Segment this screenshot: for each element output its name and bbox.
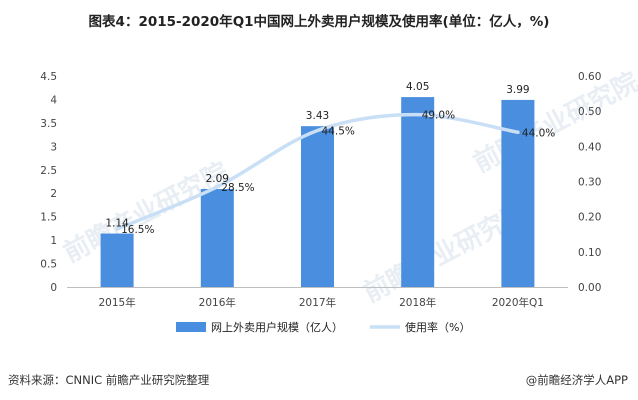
y-left-tick-7: 3.5: [40, 118, 57, 130]
y-left-tick-1: 0.5: [40, 259, 57, 271]
y-right-tick-5: 0.50: [578, 106, 601, 118]
source-note: 资料来源：CNNIC 前瞻产业研究院整理: [8, 373, 210, 387]
line-point-4: [516, 130, 520, 134]
y-left-tick-9: 4.5: [40, 71, 57, 83]
brand-credit: @前瞻经济学人APP: [525, 373, 628, 387]
bar-label-3: 4.05: [406, 81, 429, 93]
legend-label-line: 使用率（%）: [405, 320, 470, 334]
bar-3: [401, 97, 435, 287]
x-tick-1: 2016年: [199, 296, 236, 309]
bar-1: [200, 189, 234, 287]
bar-label-4: 3.99: [506, 84, 529, 96]
x-tick-4: 2020年Q1: [492, 296, 544, 309]
bar-label-1: 2.09: [206, 173, 229, 185]
line-point-3: [416, 113, 420, 117]
line-point-0: [115, 227, 119, 231]
labels-layer: 1.14 2.09 3.43 4.05 3.99 16.5% 28.5% 44.5% 49.0%…: [105, 81, 555, 236]
y-right-tick-2: 0.20: [578, 212, 601, 224]
bar-0: [100, 233, 134, 287]
line-label-2: 44.5%: [322, 126, 355, 138]
x-tick-0: 2015年: [98, 296, 135, 309]
y-right-tick-6: 0.60: [578, 71, 601, 83]
y-right-tick-1: 0.10: [578, 247, 601, 259]
line-label-1: 28.5%: [221, 182, 254, 194]
x-tick-2: 2017年: [299, 296, 336, 309]
line-layer: [115, 112, 520, 231]
y-left-tick-5: 2.5: [40, 165, 57, 177]
y-right-tick-3: 0.30: [578, 177, 601, 189]
bar-2: [301, 126, 334, 287]
line-point-1: [215, 185, 219, 189]
line-point-2: [316, 129, 319, 133]
line-label-3: 49.0%: [422, 110, 455, 122]
line-label-0: 16.5%: [121, 224, 154, 236]
y-left-tick-2: 1: [50, 235, 57, 247]
bar-label-2: 3.43: [306, 110, 329, 122]
watermark-2: 前瞻产业研究院: [468, 66, 638, 179]
y-left-tick-3: 1.5: [40, 212, 57, 224]
legend-layer: 网上外卖用户规模（亿人） 使用率（%）: [176, 320, 470, 334]
line-label-4: 44.0%: [522, 127, 555, 139]
y-right-tick-4: 0.40: [578, 141, 601, 153]
y-left-tick-6: 3: [50, 141, 57, 153]
legend-label-bar: 网上外卖用户规模（亿人）: [211, 320, 343, 334]
chart-title: 图表4：2015-2020年Q1中国网上外卖用户规模及使用率(单位：亿人，%): [88, 14, 550, 30]
legend-swatch-bar: [176, 322, 206, 332]
y-left-tick-8: 4: [50, 94, 57, 106]
y-left-tick-4: 2: [50, 188, 57, 200]
axes-layer: 0 0.5 1 1.5 2 2.5 3 3.5 4 4.5 0.00 0.10 0.20 0.30 0.40…: [40, 71, 601, 309]
x-tick-3: 2018年: [399, 296, 436, 309]
y-left-tick-0: 0: [50, 282, 57, 294]
bar-label-0: 1.14: [105, 218, 129, 230]
y-right-tick-0: 0.00: [578, 282, 601, 294]
